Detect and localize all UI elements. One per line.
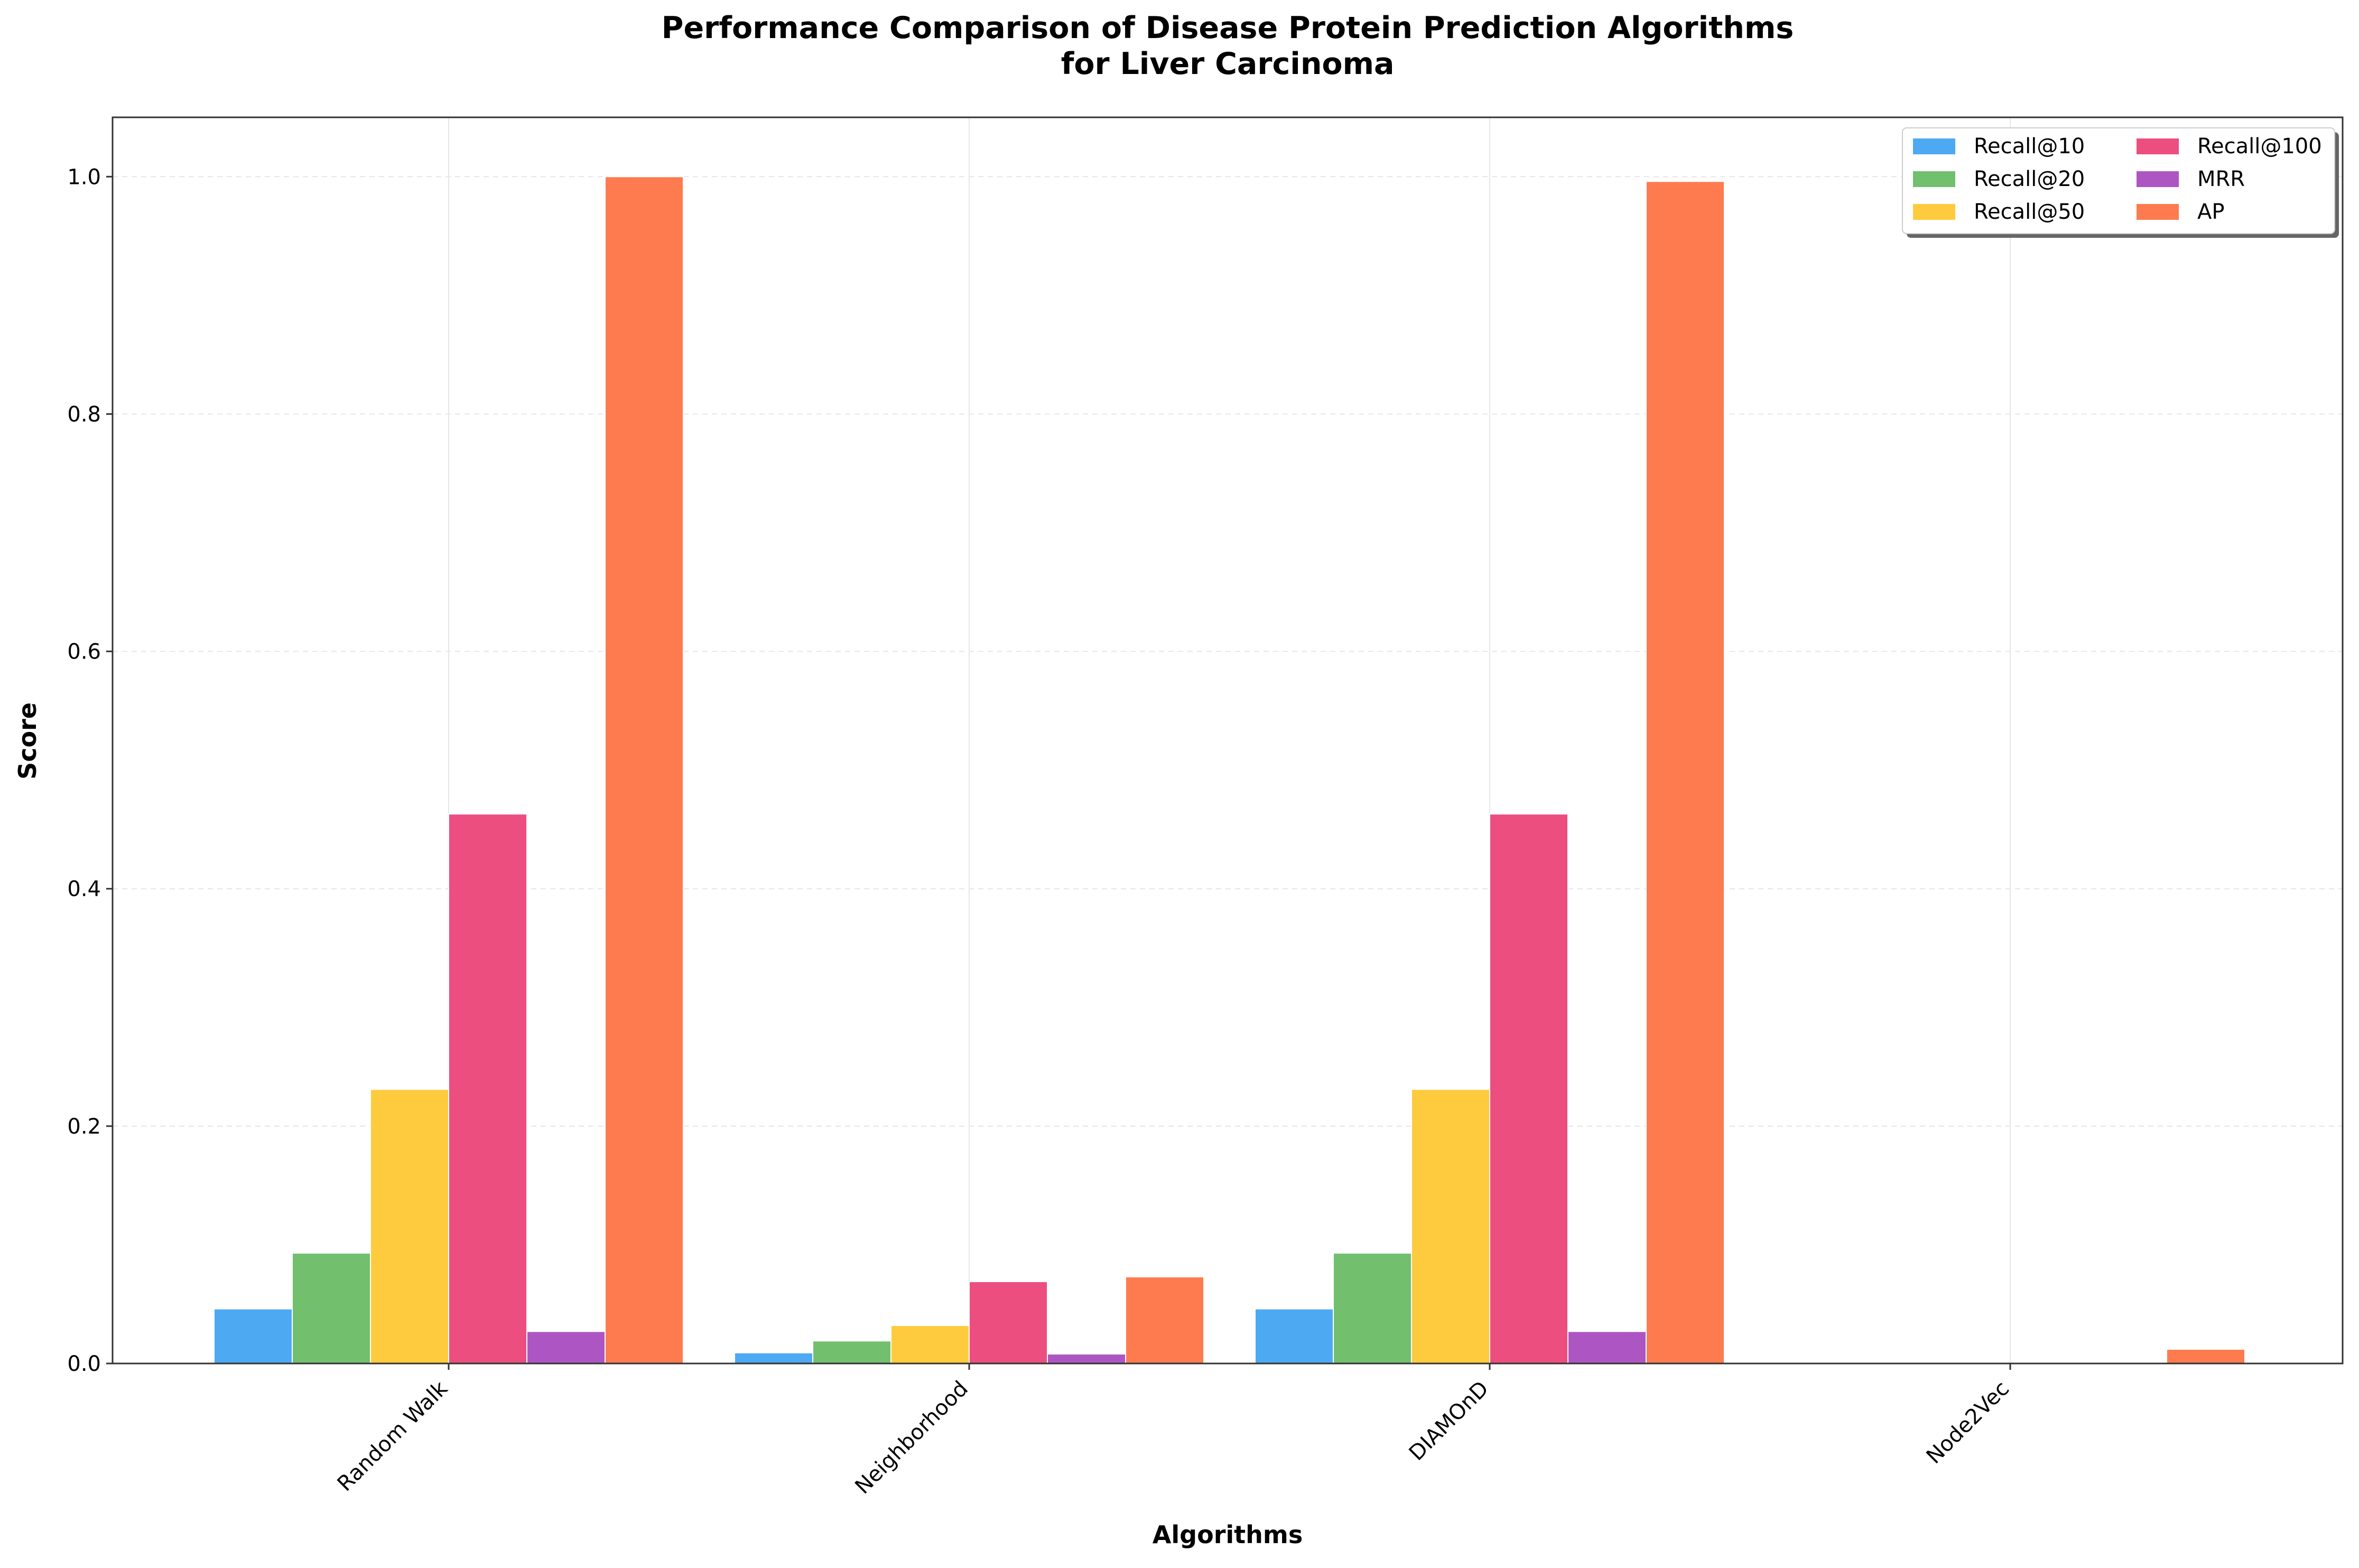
legend-label: Recall@20 [1974, 167, 2085, 191]
x-tick-label: Random Walk [333, 1376, 453, 1496]
bar-ap [605, 176, 684, 1365]
chart-title-line2: for Liver Carcinoma [1061, 47, 1395, 81]
bar-recall-10 [213, 1308, 293, 1364]
legend-swatch [1913, 171, 1955, 187]
y-tick-label: 0.8 [67, 402, 101, 426]
bars-layer [213, 176, 2245, 1365]
bar-mrr [1567, 1331, 1647, 1365]
y-tick-label: 0.2 [67, 1115, 101, 1139]
bar-recall-20 [1333, 1252, 1412, 1365]
legend-swatch [1913, 204, 1955, 220]
legend-swatch [2137, 171, 2179, 187]
chart-title-line1: Performance Comparison of Disease Protei… [662, 11, 1794, 45]
bar-recall-100 [448, 813, 527, 1364]
x-axis-label: Algorithms [1153, 1520, 1303, 1549]
y-axis-label: Score [13, 702, 42, 780]
bar-recall-10 [1255, 1308, 1334, 1364]
bar-recall-20 [812, 1340, 891, 1365]
bar-recall-100 [1489, 813, 1568, 1364]
bar-recall-20 [292, 1252, 371, 1365]
legend-box [1902, 127, 2335, 234]
legend-label: Recall@100 [2197, 134, 2322, 159]
legend-label: Recall@50 [1974, 200, 2085, 224]
plot-frame [112, 116, 2344, 1365]
legend: Recall@10 Recall@20 Recall@50 Recall@100 MRR… [1902, 127, 2339, 238]
bar-ap [2166, 1349, 2245, 1365]
bar-mrr [526, 1331, 606, 1365]
y-tick-label: 0.0 [67, 1352, 101, 1376]
x-tick-label: Node2Vec [1922, 1377, 2014, 1469]
legend-swatch [2137, 138, 2179, 154]
bar-recall-10 [734, 1352, 813, 1365]
y-tick-label: 1.0 [67, 165, 101, 189]
legend-swatch [2137, 204, 2179, 220]
bar-ap [1125, 1276, 1204, 1364]
bar-recall-50 [370, 1089, 449, 1364]
legend-label: AP [2197, 200, 2224, 224]
legend-label: Recall@10 [1974, 134, 2085, 159]
legend-swatch [1913, 138, 1955, 154]
y-tick-label: 0.4 [67, 877, 101, 902]
bar-recall-100 [969, 1281, 1048, 1364]
bar-ap [1646, 181, 1725, 1365]
x-tick-label: DIAMOnD [1405, 1377, 1493, 1465]
bar-mrr [1047, 1353, 1126, 1364]
legend-label: MRR [2197, 167, 2245, 191]
bar-recall-50 [1411, 1089, 1490, 1364]
x-tick-label: Neighborhood [850, 1377, 973, 1499]
bar-recall-50 [890, 1325, 970, 1365]
y-tick-label: 0.6 [67, 640, 101, 664]
